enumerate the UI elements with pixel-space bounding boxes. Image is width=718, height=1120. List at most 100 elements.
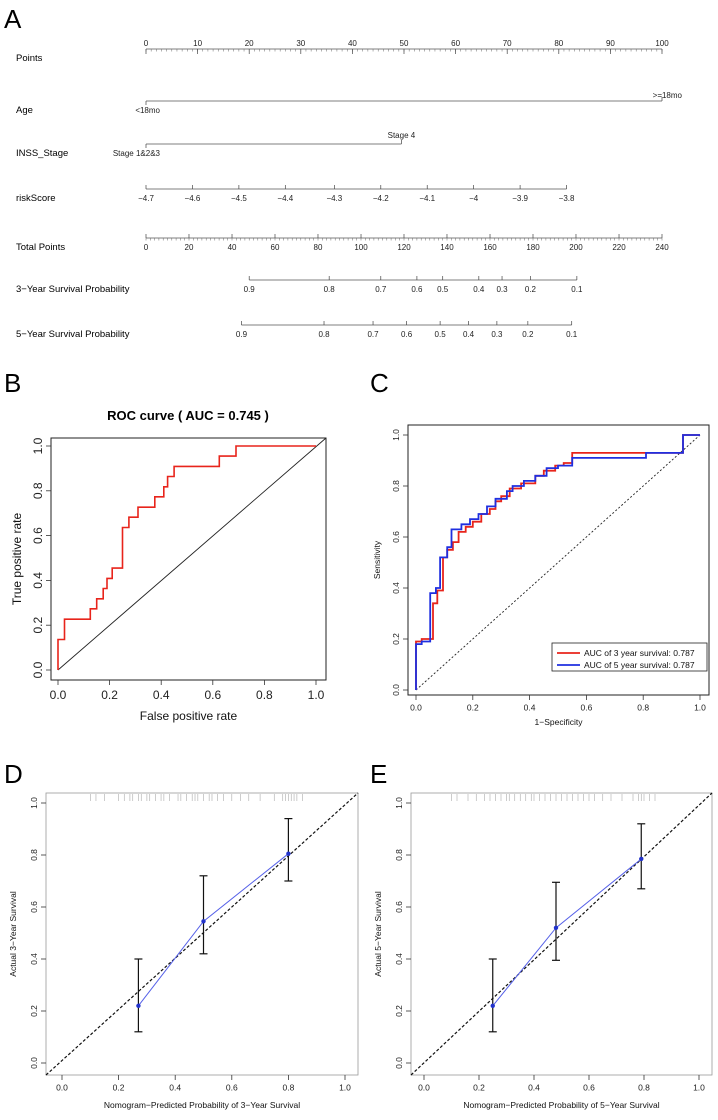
plot-frame bbox=[407, 424, 710, 696]
nomogram-tick-label: 10 bbox=[193, 39, 202, 48]
nomogram-tick-label: 40 bbox=[348, 39, 357, 48]
x-tick-label: 0.4 bbox=[169, 1083, 181, 1093]
nomogram-tick-label: 30 bbox=[296, 39, 305, 48]
roc-curve bbox=[57, 445, 316, 670]
y-tick-label: 0.4 bbox=[391, 582, 401, 594]
calibration-point bbox=[286, 851, 291, 856]
y-tick-label: 1.0 bbox=[29, 797, 39, 809]
nomogram-tick-label: 140 bbox=[440, 243, 454, 252]
nomogram-tick-label: 0.8 bbox=[324, 285, 336, 294]
x-tick-label: 0.8 bbox=[256, 688, 273, 702]
x-tick-label: 0.8 bbox=[282, 1083, 294, 1093]
plot-frame bbox=[45, 792, 359, 1076]
nomogram-tick-label: 0.3 bbox=[491, 330, 503, 339]
x-tick-label: 0.0 bbox=[410, 703, 422, 713]
nomogram-tick-label: 0.2 bbox=[525, 285, 537, 294]
nomogram-tick-label: 0.9 bbox=[236, 330, 248, 339]
nomogram-tick-label: 0.9 bbox=[244, 285, 256, 294]
panel-label-d: D bbox=[4, 759, 23, 789]
y-tick-label: 0.6 bbox=[29, 901, 39, 913]
nomogram-tick-label: 160 bbox=[483, 243, 497, 252]
y-tick-label: 0.2 bbox=[31, 617, 45, 634]
x-tick-label: 0.6 bbox=[580, 703, 592, 713]
roc-curve-panel: 0.0 0.2 0.4 0.6 0.8 1.0 0.0 0.2 0.4 0.6 0.8 1.0 Fals… bbox=[10, 408, 327, 723]
x-tick-label: 0.2 bbox=[473, 1083, 485, 1093]
y-tick-label: 0.6 bbox=[391, 531, 401, 543]
x-tick-label: 1.0 bbox=[693, 1083, 705, 1093]
y-tick-label: 0.2 bbox=[29, 1005, 39, 1017]
x-tick-label: 0.0 bbox=[56, 1083, 68, 1093]
y-tick-label: 0.8 bbox=[31, 482, 45, 499]
nomogram-tick-label: Stage 1&2&3 bbox=[113, 149, 161, 158]
x-tick-label: 0.2 bbox=[101, 688, 118, 702]
calibration-point bbox=[553, 925, 559, 930]
y-tick-label: 1.0 bbox=[31, 437, 45, 454]
roc-curve-series-5 bbox=[415, 434, 700, 690]
nomogram-tick-label: 0.4 bbox=[473, 285, 485, 294]
calibration-point bbox=[639, 856, 644, 862]
x-tick-label: 0.4 bbox=[153, 688, 170, 702]
nomogram-row-label: Total Points bbox=[16, 242, 65, 253]
nomogram-tick-label: 0.1 bbox=[566, 330, 578, 339]
nomogram-tick-label: −3.8 bbox=[559, 194, 575, 203]
x-tick-label: 0.8 bbox=[638, 1083, 650, 1093]
nomogram-tick-label: −4 bbox=[469, 194, 479, 203]
nomogram-tick-label: −3.9 bbox=[512, 194, 528, 203]
nomogram-tick-label: 0.6 bbox=[411, 285, 423, 294]
x-tick-label: 0.2 bbox=[113, 1083, 125, 1093]
plot-frame bbox=[410, 792, 713, 1076]
nomogram-tick-label: 220 bbox=[612, 243, 626, 252]
nomogram-tick-label: −4.7 bbox=[138, 194, 154, 203]
y-tick-label: 0.0 bbox=[394, 1057, 404, 1069]
diagonal-reference-line bbox=[57, 437, 327, 671]
y-tick-label: 0.2 bbox=[394, 1005, 404, 1017]
nomogram-tick-label: >=18mo bbox=[653, 91, 683, 100]
x-tick-label: 0.6 bbox=[226, 1083, 238, 1093]
x-tick-label: 0.0 bbox=[418, 1083, 430, 1093]
nomogram-tick-label: 0.8 bbox=[318, 330, 330, 339]
x-axis-title: Nomogram−Predicted Probability of 5−Year… bbox=[463, 1100, 659, 1110]
nomogram-tick-label: 0 bbox=[144, 39, 149, 48]
y-tick-label: 0.6 bbox=[31, 527, 45, 544]
nomogram-tick-label: −4.1 bbox=[419, 194, 435, 203]
x-axis-title: False positive rate bbox=[140, 709, 238, 723]
nomogram-row-label: 5−Year Survival Probability bbox=[16, 329, 130, 340]
panel-label-e: E bbox=[370, 759, 387, 789]
nomogram-row-label: Age bbox=[16, 105, 33, 116]
panel-label-b: B bbox=[4, 368, 21, 398]
x-tick-label: 0.2 bbox=[467, 703, 479, 713]
panel-label-a: A bbox=[4, 4, 22, 34]
time-roc-panel: 0.0 0.2 0.4 0.6 0.8 1.0 0.0 0.2 0.4 0.6 0.8 1.0 1−Sp… bbox=[372, 424, 710, 727]
nomogram-tick-label: 0.2 bbox=[522, 330, 534, 339]
y-tick-label: 1.0 bbox=[391, 429, 401, 441]
y-tick-label: 0.4 bbox=[31, 572, 45, 589]
chart-title: ROC curve ( AUC = 0.745 ) bbox=[107, 408, 269, 423]
y-axis-title: Actual 3−Year Survival bbox=[8, 891, 18, 977]
x-axis-title: Nomogram−Predicted Probability of 3−Year… bbox=[104, 1100, 300, 1110]
nomogram-panel: Points 0 10 20 30 40 50 60 70 80 90 100 Age <18mo >=18… bbox=[16, 39, 683, 340]
nomogram-tick-label: 120 bbox=[397, 243, 411, 252]
nomogram-tick-label: 20 bbox=[185, 243, 194, 252]
nomogram-tick-label: 80 bbox=[554, 39, 563, 48]
nomogram-tick-label: 100 bbox=[655, 39, 669, 48]
calibration-3-year-panel: 0.0 0.2 0.4 0.6 0.8 1.0 0.0 0.2 0.4 0.6 0.8 1.0 Nomo… bbox=[8, 792, 359, 1110]
nomogram-tick-label: 200 bbox=[569, 243, 583, 252]
calibration-point bbox=[201, 919, 206, 924]
y-axis-title: Actual 5−Year Survival bbox=[373, 891, 383, 977]
nomogram-tick-label: 40 bbox=[228, 243, 237, 252]
y-tick-label: 0.6 bbox=[394, 901, 404, 913]
legend-entry: AUC of 5 year survival: 0.787 bbox=[584, 660, 695, 670]
y-axis-title: True positive rate bbox=[10, 513, 24, 606]
legend-box bbox=[551, 642, 708, 672]
y-tick-label: 0.4 bbox=[29, 953, 39, 965]
nomogram-tick-label: 100 bbox=[354, 243, 368, 252]
x-tick-label: 1.0 bbox=[339, 1083, 351, 1093]
x-tick-label: 0.8 bbox=[637, 703, 649, 713]
nomogram-tick-label: 50 bbox=[400, 39, 409, 48]
x-tick-label: 1.0 bbox=[308, 688, 325, 702]
y-tick-label: 0.2 bbox=[391, 633, 401, 645]
nomogram-tick-label: 60 bbox=[451, 39, 460, 48]
nomogram-tick-label: −4.6 bbox=[185, 194, 201, 203]
calibration-point bbox=[136, 1003, 141, 1008]
